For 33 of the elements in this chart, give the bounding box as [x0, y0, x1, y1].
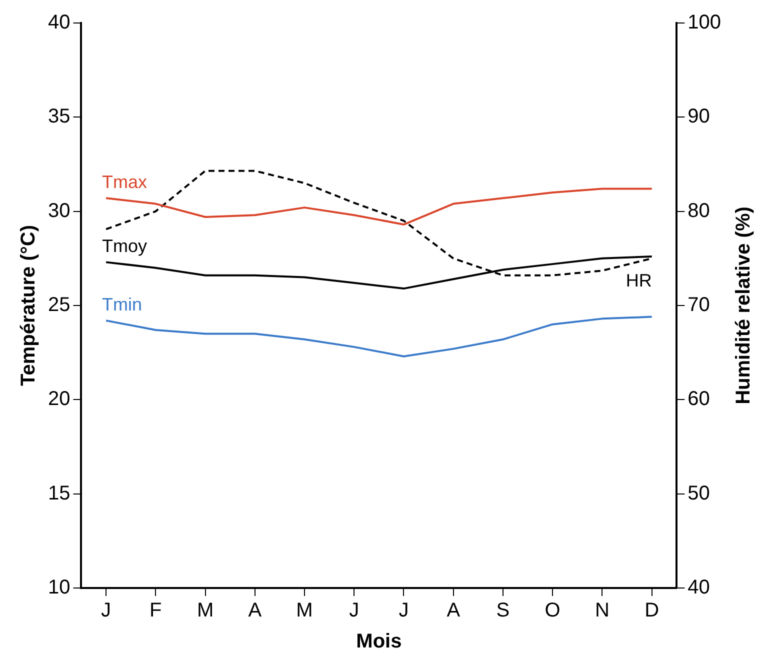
y2-tick-label: 100 [688, 12, 722, 34]
y-tick-label: 20 [48, 388, 70, 410]
x-tick-label: N [594, 600, 610, 622]
y2-tick-label: 50 [688, 482, 710, 504]
x-tick-label: F [150, 600, 162, 622]
x-tick-label: J [101, 600, 112, 622]
series-label: Tmax [102, 172, 148, 192]
y2-tick-label: 90 [688, 106, 710, 128]
series-label: Tmin [102, 294, 142, 315]
y-tick-label: 15 [48, 482, 70, 504]
y2-tick-label: 80 [688, 200, 710, 222]
series-label: Tmoy [102, 236, 148, 256]
x-tick-label: M [296, 600, 313, 622]
series-label: HR [626, 270, 652, 290]
x-tick-label: J [398, 600, 409, 622]
y-tick-label: 35 [48, 106, 70, 128]
y2-tick-label: 40 [688, 576, 710, 599]
y-tick-label: 25 [48, 294, 70, 316]
y-tick-label: 30 [48, 200, 70, 222]
y-tick-label: 40 [48, 12, 70, 34]
x-tick-label: A [248, 600, 262, 622]
y-axis-title: Température (°C) [18, 225, 40, 386]
x-tick-label: O [544, 600, 560, 622]
x-tick-label: D [644, 600, 660, 622]
x-tick-label: A [446, 600, 461, 622]
y2-axis-title: Humidité relative (%) [732, 206, 755, 404]
x-axis-title: Mois [356, 630, 402, 653]
y-tick-label: 10 [48, 576, 70, 599]
x-tick-label: J [349, 600, 360, 622]
x-tick-label: M [196, 600, 214, 622]
y2-tick-label: 70 [688, 294, 710, 316]
x-tick-label: S [496, 600, 510, 622]
y2-tick-label: 60 [688, 388, 710, 410]
